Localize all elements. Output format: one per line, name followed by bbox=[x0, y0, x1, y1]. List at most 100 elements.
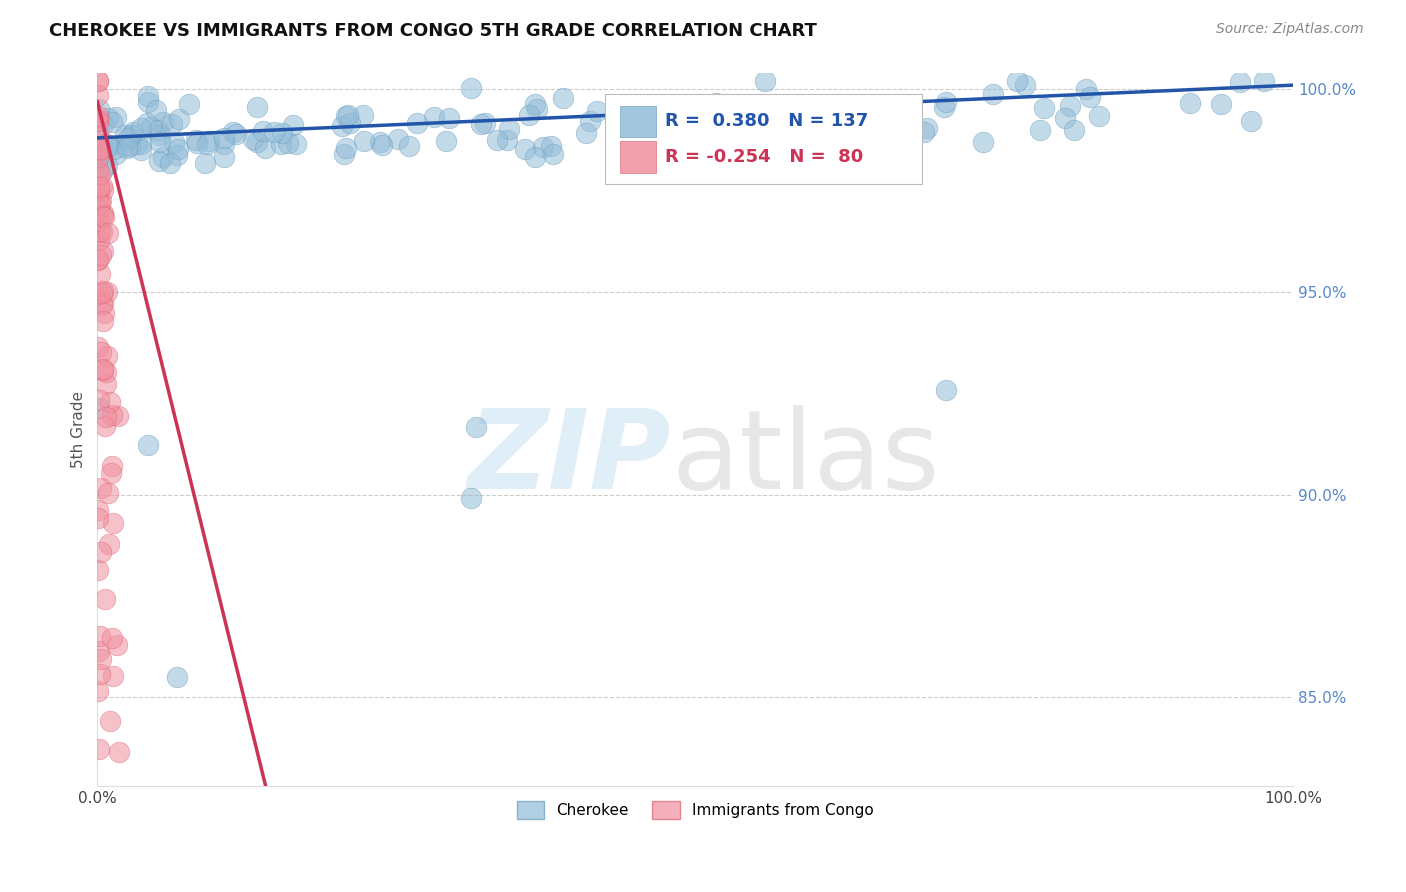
Point bbox=[704, 95, 727, 110]
Point bbox=[91, 362, 114, 376]
Bar bbox=[620, 106, 655, 137]
Text: R =  0.380   N = 137: R = 0.380 N = 137 bbox=[665, 112, 869, 130]
Point bbox=[90, 652, 112, 666]
Point bbox=[90, 481, 112, 495]
Point bbox=[87, 252, 110, 266]
Point bbox=[87, 401, 110, 415]
Point bbox=[89, 233, 111, 247]
Point bbox=[495, 133, 517, 147]
Point bbox=[87, 109, 110, 123]
Point bbox=[87, 136, 110, 151]
Point bbox=[195, 136, 218, 151]
Point bbox=[138, 88, 160, 103]
Point bbox=[86, 114, 108, 128]
Point bbox=[862, 103, 884, 117]
Point bbox=[460, 81, 482, 95]
Point bbox=[281, 118, 304, 132]
Legend: Cherokee, Immigrants from Congo: Cherokee, Immigrants from Congo bbox=[510, 796, 880, 825]
Point bbox=[100, 114, 122, 128]
Point bbox=[434, 134, 457, 148]
Point bbox=[437, 112, 460, 126]
Point bbox=[93, 210, 115, 224]
Point bbox=[524, 150, 547, 164]
Point bbox=[1240, 113, 1263, 128]
Point bbox=[114, 128, 136, 143]
Point bbox=[101, 669, 124, 683]
Point bbox=[96, 376, 118, 391]
Point bbox=[485, 133, 508, 147]
Point bbox=[270, 137, 292, 152]
Point bbox=[540, 139, 562, 153]
Point bbox=[129, 136, 152, 151]
Point bbox=[117, 130, 139, 145]
Point bbox=[86, 563, 108, 577]
Point bbox=[96, 285, 118, 299]
Point bbox=[101, 408, 124, 422]
Point bbox=[87, 150, 110, 164]
Point bbox=[935, 384, 957, 398]
Point bbox=[122, 125, 145, 139]
Point bbox=[94, 591, 117, 606]
Point bbox=[335, 141, 357, 155]
Point bbox=[96, 138, 118, 153]
Point bbox=[89, 146, 111, 161]
Point bbox=[163, 135, 186, 149]
Point bbox=[89, 143, 111, 157]
Point bbox=[167, 143, 190, 157]
Y-axis label: 5th Grade: 5th Grade bbox=[72, 392, 86, 468]
Point bbox=[97, 485, 120, 500]
Point bbox=[89, 287, 111, 301]
Point bbox=[353, 134, 375, 148]
Point bbox=[87, 183, 110, 197]
Point bbox=[136, 438, 159, 452]
Point bbox=[91, 183, 114, 197]
Point bbox=[90, 544, 112, 558]
FancyBboxPatch shape bbox=[606, 95, 922, 184]
Point bbox=[87, 252, 110, 267]
Text: R = -0.254   N =  80: R = -0.254 N = 80 bbox=[665, 148, 863, 166]
Point bbox=[184, 133, 207, 147]
Point bbox=[1078, 90, 1101, 104]
Point bbox=[91, 164, 114, 178]
Point bbox=[96, 158, 118, 172]
Point bbox=[166, 148, 188, 162]
Point bbox=[89, 392, 111, 407]
Point bbox=[465, 419, 488, 434]
Point bbox=[86, 127, 108, 141]
Point bbox=[186, 136, 208, 150]
Point bbox=[1074, 82, 1097, 96]
Text: ZIP: ZIP bbox=[468, 405, 671, 512]
Point bbox=[526, 103, 548, 117]
Point bbox=[91, 286, 114, 301]
Point bbox=[271, 126, 294, 140]
Point bbox=[107, 409, 129, 424]
Point bbox=[105, 638, 128, 652]
Point bbox=[194, 156, 217, 170]
Point bbox=[212, 150, 235, 164]
Point bbox=[115, 141, 138, 155]
Point bbox=[253, 141, 276, 155]
Point bbox=[86, 171, 108, 186]
Point bbox=[263, 125, 285, 139]
Point bbox=[87, 74, 110, 88]
Point bbox=[160, 117, 183, 131]
Point bbox=[91, 205, 114, 219]
Point bbox=[246, 135, 269, 149]
Point bbox=[368, 135, 391, 149]
Point bbox=[148, 154, 170, 169]
Point bbox=[387, 132, 409, 146]
Point bbox=[214, 137, 236, 152]
Point bbox=[90, 225, 112, 239]
Point bbox=[225, 127, 247, 141]
Point bbox=[586, 103, 609, 118]
Point bbox=[136, 95, 159, 109]
Point bbox=[89, 268, 111, 282]
Point bbox=[167, 112, 190, 126]
Point bbox=[100, 714, 122, 728]
Point bbox=[862, 155, 884, 169]
Point bbox=[166, 670, 188, 684]
Point bbox=[87, 340, 110, 354]
Point bbox=[882, 117, 904, 131]
Point bbox=[87, 87, 110, 102]
Point bbox=[103, 516, 125, 531]
